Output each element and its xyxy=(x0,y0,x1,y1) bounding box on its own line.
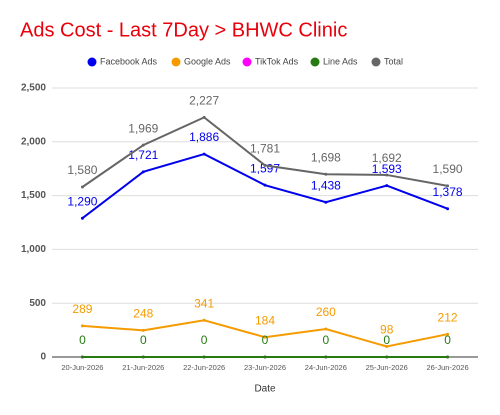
point xyxy=(324,172,328,176)
data-label: 1,580 xyxy=(67,163,97,177)
data-label: 1,597 xyxy=(250,161,280,175)
legend-marker xyxy=(310,57,320,67)
legend-marker xyxy=(171,57,181,67)
data-label: 1,698 xyxy=(311,150,341,164)
point xyxy=(141,170,145,174)
point xyxy=(385,344,389,348)
data-label: 0 xyxy=(383,333,390,347)
point xyxy=(141,355,145,359)
point xyxy=(263,183,267,187)
point xyxy=(446,207,450,211)
data-label: 0 xyxy=(323,333,330,347)
data-label: 1,290 xyxy=(67,194,97,208)
point xyxy=(80,324,84,328)
data-label: 0 xyxy=(140,333,147,347)
legend-label: TikTok Ads xyxy=(255,56,299,66)
point xyxy=(446,184,450,188)
data-label: 184 xyxy=(255,313,275,327)
y-tick-label: 2,000 xyxy=(21,136,46,147)
y-tick-label: 2,500 xyxy=(21,83,46,94)
x-tick-label: 22-Jun-2026 xyxy=(183,363,225,372)
data-label: 0 xyxy=(201,333,208,347)
y-tick-label: 0 xyxy=(40,352,46,363)
data-label: 1,886 xyxy=(189,130,219,144)
point xyxy=(324,200,328,204)
data-label: 1,692 xyxy=(372,151,402,165)
legend-marker xyxy=(242,57,252,67)
point xyxy=(263,355,267,359)
data-label: 1,590 xyxy=(433,162,463,176)
point xyxy=(202,115,206,119)
point xyxy=(202,355,206,359)
data-label: 1,378 xyxy=(433,185,463,199)
data-label: 1,593 xyxy=(372,162,402,176)
y-tick-label: 500 xyxy=(29,298,46,309)
legend-label: Line Ads xyxy=(323,56,358,66)
data-label: 212 xyxy=(438,310,458,324)
data-label: 0 xyxy=(262,333,269,347)
point xyxy=(202,152,206,156)
x-tick-label: 20-Jun-2026 xyxy=(61,363,103,372)
data-label: 2,227 xyxy=(189,94,219,108)
point xyxy=(141,143,145,147)
point xyxy=(80,355,84,359)
point xyxy=(263,163,267,167)
point xyxy=(80,185,84,189)
y-tick-label: 1,500 xyxy=(21,190,46,201)
data-label: 98 xyxy=(380,323,394,337)
point xyxy=(446,332,450,336)
point xyxy=(324,355,328,359)
point xyxy=(324,327,328,331)
data-label: 248 xyxy=(133,306,153,320)
data-label: 0 xyxy=(79,333,86,347)
legend-label: Total xyxy=(384,56,403,66)
point xyxy=(446,355,450,359)
point xyxy=(141,328,145,332)
point xyxy=(80,216,84,220)
legend-marker xyxy=(87,57,97,67)
chart-title: Ads Cost - Last 7Day > BHWC Clinic xyxy=(20,19,347,41)
x-tick-label: 24-Jun-2026 xyxy=(305,363,347,372)
legend-label: Facebook Ads xyxy=(100,56,158,66)
x-tick-label: 25-Jun-2026 xyxy=(366,363,408,372)
y-tick-label: 1,000 xyxy=(21,244,46,255)
data-label: 289 xyxy=(72,302,92,316)
data-label: 260 xyxy=(316,305,336,319)
data-label: 1,721 xyxy=(128,148,158,162)
data-label: 1,969 xyxy=(128,121,158,135)
point xyxy=(385,173,389,177)
x-tick-label: 21-Jun-2026 xyxy=(122,363,164,372)
data-label: 341 xyxy=(194,296,214,310)
point xyxy=(385,184,389,188)
point xyxy=(385,355,389,359)
x-tick-label: 23-Jun-2026 xyxy=(244,363,286,372)
legend-marker xyxy=(371,57,381,67)
point xyxy=(263,335,267,339)
point xyxy=(202,318,206,322)
x-axis-title: Date xyxy=(254,384,276,395)
legend-label: Google Ads xyxy=(184,56,231,66)
x-tick-label: 26-Jun-2026 xyxy=(427,363,469,372)
data-label: 1,438 xyxy=(311,178,341,192)
data-label: 1,781 xyxy=(250,142,280,156)
data-label: 0 xyxy=(444,333,451,347)
